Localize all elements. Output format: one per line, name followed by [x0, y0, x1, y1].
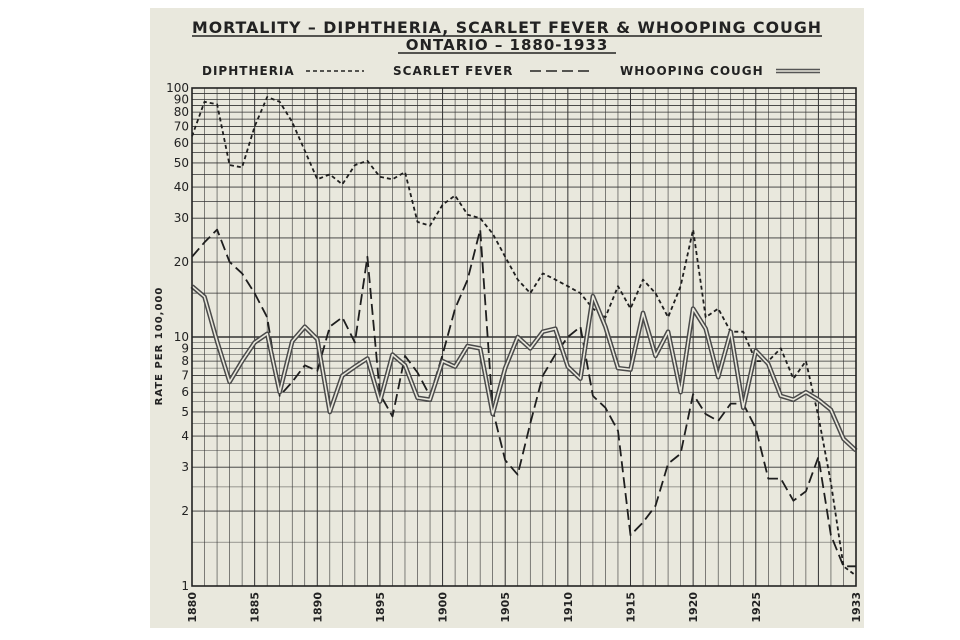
y-tick-label: 90: [174, 92, 189, 106]
y-tick-label: 40: [174, 180, 189, 194]
y-tick-label: 70: [174, 120, 189, 134]
y-tick-label: 60: [174, 136, 189, 150]
y-tick-label: 7: [181, 369, 189, 383]
y-tick-label: 5: [181, 405, 189, 419]
y-tick-label: 4: [181, 429, 189, 443]
x-tick-label: 1895: [374, 592, 387, 623]
y-tick-label: 9: [181, 341, 189, 355]
y-tick-label: 2: [181, 504, 189, 518]
mortality-chart: MORTALITY – DIPHTHERIA, SCARLET FEVER & …: [154, 18, 863, 623]
x-tick-label: 1933: [850, 592, 863, 623]
y-tick-label: 80: [174, 105, 189, 119]
x-tick-label: 1890: [311, 592, 324, 623]
series-line-whooping-cough-inner: [191, 285, 857, 452]
series-lines: [190, 96, 858, 577]
x-tick-label: 1900: [437, 592, 450, 623]
x-tick-label: 1920: [687, 592, 700, 623]
y-tick-label: 6: [181, 385, 189, 399]
plot-frame: [191, 87, 857, 587]
y-axis-label: RATE PER 100,000: [154, 287, 165, 406]
x-tick-label: 1885: [249, 592, 262, 623]
legend-label-whooping-cough: WHOOPING COUGH: [620, 64, 764, 78]
series-line-whooping-cough: [190, 284, 858, 453]
chart-grid: [191, 87, 857, 587]
x-tick-label: 1915: [624, 592, 637, 623]
x-tick-label: 1880: [186, 592, 199, 623]
x-tick-label: 1925: [750, 592, 763, 623]
series-line-scarlet-fever: [191, 228, 856, 568]
y-tick-label: 10: [174, 330, 189, 344]
series-line-diphtheria: [191, 96, 857, 577]
legend-label-diphtheria: DIPHTHERIA: [202, 64, 295, 78]
legend-label-scarlet-fever: SCARLET FEVER: [393, 64, 513, 78]
chart-title: MORTALITY – DIPHTHERIA, SCARLET FEVER & …: [192, 18, 822, 37]
y-tick-label: 8: [181, 354, 189, 368]
y-tick-label: 20: [174, 255, 189, 269]
x-axis: 1880 1885 1890 1895 1900 1905 1910 1915 1920 1925…: [186, 592, 863, 623]
chart-subtitle: ONTARIO – 1880-1933: [406, 36, 609, 54]
x-tick-label: 1905: [499, 592, 512, 623]
y-tick-label: 100: [166, 81, 189, 95]
y-tick-label: 50: [174, 156, 189, 170]
chart-legend: DIPHTHERIA SCARLET FEVER WHOOPING COUGH: [202, 64, 820, 78]
chart-paper: MORTALITY – DIPHTHERIA, SCARLET FEVER & …: [150, 8, 864, 628]
x-tick-label: 1910: [562, 592, 575, 623]
y-tick-label: 1: [181, 579, 189, 593]
y-tick-label: 30: [174, 211, 189, 225]
y-tick-label: 3: [181, 460, 189, 474]
